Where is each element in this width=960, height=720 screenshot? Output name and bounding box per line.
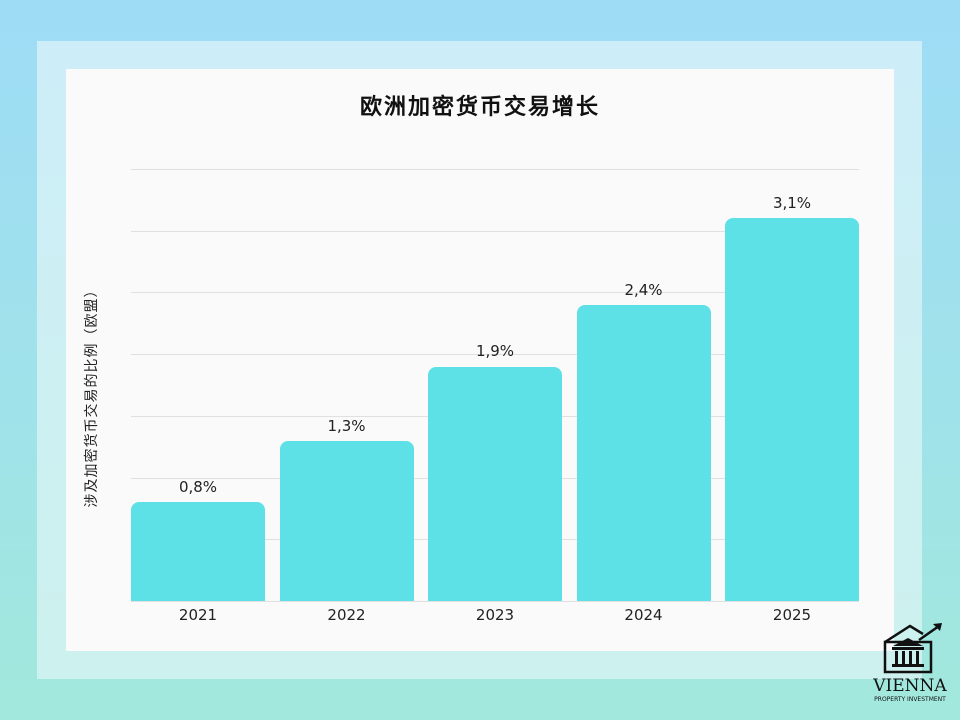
plot-area bbox=[131, 169, 859, 602]
gridline bbox=[131, 169, 859, 170]
building-with-arrow-icon bbox=[883, 623, 942, 674]
value-label-2024: 2,4% bbox=[624, 280, 663, 299]
x-tick-2024: 2024 bbox=[624, 606, 663, 624]
x-tick-2022: 2022 bbox=[327, 606, 366, 624]
gridline bbox=[131, 292, 859, 294]
x-tick-2021: 2021 bbox=[178, 606, 218, 624]
chart-title: 欧洲加密货币交易增长 bbox=[359, 95, 600, 120]
gridline bbox=[131, 354, 859, 356]
x-tick-2025: 2025 bbox=[772, 606, 812, 624]
logo-subtitle: PROPERTY INVESTMENT bbox=[874, 696, 946, 703]
value-label-2022: 1,3% bbox=[327, 416, 366, 435]
logo-name: VIENNA bbox=[873, 676, 947, 696]
gridline bbox=[131, 230, 859, 232]
bar-2025 bbox=[725, 218, 859, 601]
value-label-2025: 3,1% bbox=[772, 194, 812, 213]
value-label-2023: 1,9% bbox=[475, 342, 515, 361]
value-label-2021: 0,8% bbox=[178, 478, 218, 497]
x-axis-baseline bbox=[131, 601, 859, 602]
bar-2022 bbox=[279, 440, 414, 601]
bar-2024 bbox=[576, 304, 711, 601]
y-axis-label: 涉及加密货币交易的比例（欧盟） bbox=[84, 282, 100, 508]
bar-2021 bbox=[131, 502, 265, 601]
bar-2023 bbox=[428, 366, 562, 601]
vienna-logo: VIENNA PROPERTY INVESTMENT bbox=[863, 620, 957, 703]
x-tick-2023: 2023 bbox=[475, 606, 515, 624]
